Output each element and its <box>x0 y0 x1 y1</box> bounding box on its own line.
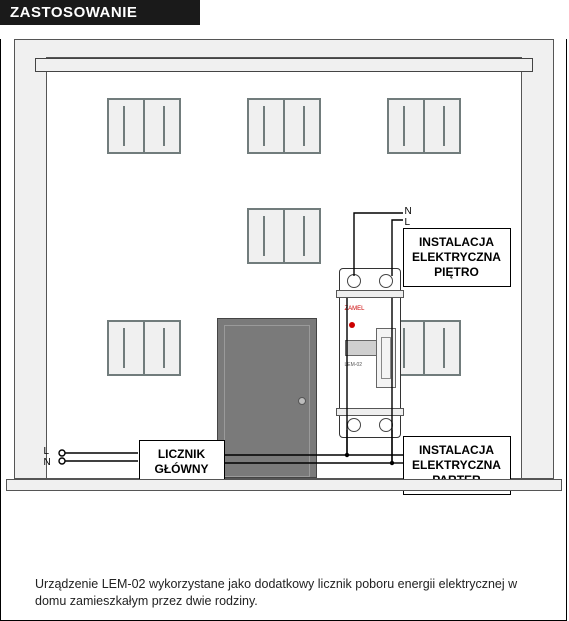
section-header: ZASTOSOWANIE <box>0 0 200 25</box>
caption-text: Urządzenie LEM-02 wykorzystane jako doda… <box>35 576 532 610</box>
wiring-diagram <box>47 58 523 480</box>
content-frame: ZAMEL LEM-02 LICZNIK GŁÓWNY INSTALACJA E… <box>0 39 567 621</box>
building-outline: ZAMEL LEM-02 LICZNIK GŁÓWNY INSTALACJA E… <box>46 57 522 479</box>
ground-strip <box>6 479 562 491</box>
nl-input: LN <box>44 446 51 468</box>
application-diagram: ZAMEL LEM-02 LICZNIK GŁÓWNY INSTALACJA E… <box>14 39 554 529</box>
